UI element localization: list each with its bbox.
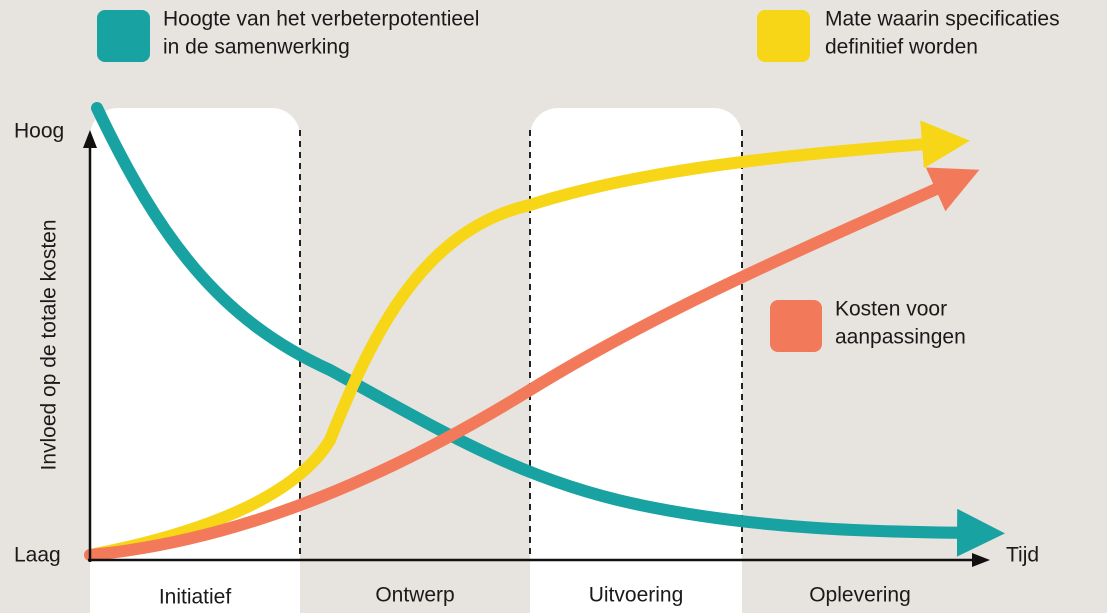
phase-label: Oplevering bbox=[809, 584, 911, 607]
y-axis-arrow bbox=[83, 130, 97, 148]
x-axis-label: Tijd bbox=[1006, 544, 1039, 567]
phase-label: Initiatief bbox=[159, 586, 232, 609]
phase-label: Uitvoering bbox=[589, 584, 684, 607]
legend-text: in de samenwerking bbox=[163, 36, 350, 59]
y-high-label: Hoog bbox=[14, 120, 64, 143]
legend-text: Mate waarin specificaties bbox=[825, 8, 1060, 31]
cost-curve bbox=[84, 167, 980, 561]
y-axis-label: Invloed op de totale kosten bbox=[38, 219, 61, 470]
legend-swatch bbox=[757, 10, 810, 62]
phase-label: Ontwerp bbox=[375, 584, 454, 607]
legend-text: Kosten voor bbox=[835, 298, 947, 321]
specification-curve bbox=[84, 120, 970, 561]
collaboration-curve bbox=[91, 102, 1005, 557]
legend-text: aanpassingen bbox=[835, 326, 966, 349]
phase-panel bbox=[530, 540, 742, 613]
legend-text: Hoogte van het verbeterpotentieel bbox=[163, 8, 479, 31]
x-axis-arrow bbox=[972, 553, 990, 567]
phase-panel bbox=[90, 108, 300, 613]
legend-swatch bbox=[97, 10, 150, 62]
y-low-label: Laag bbox=[14, 544, 61, 567]
legend-swatch bbox=[770, 300, 822, 352]
legend-text: definitief worden bbox=[825, 36, 978, 59]
